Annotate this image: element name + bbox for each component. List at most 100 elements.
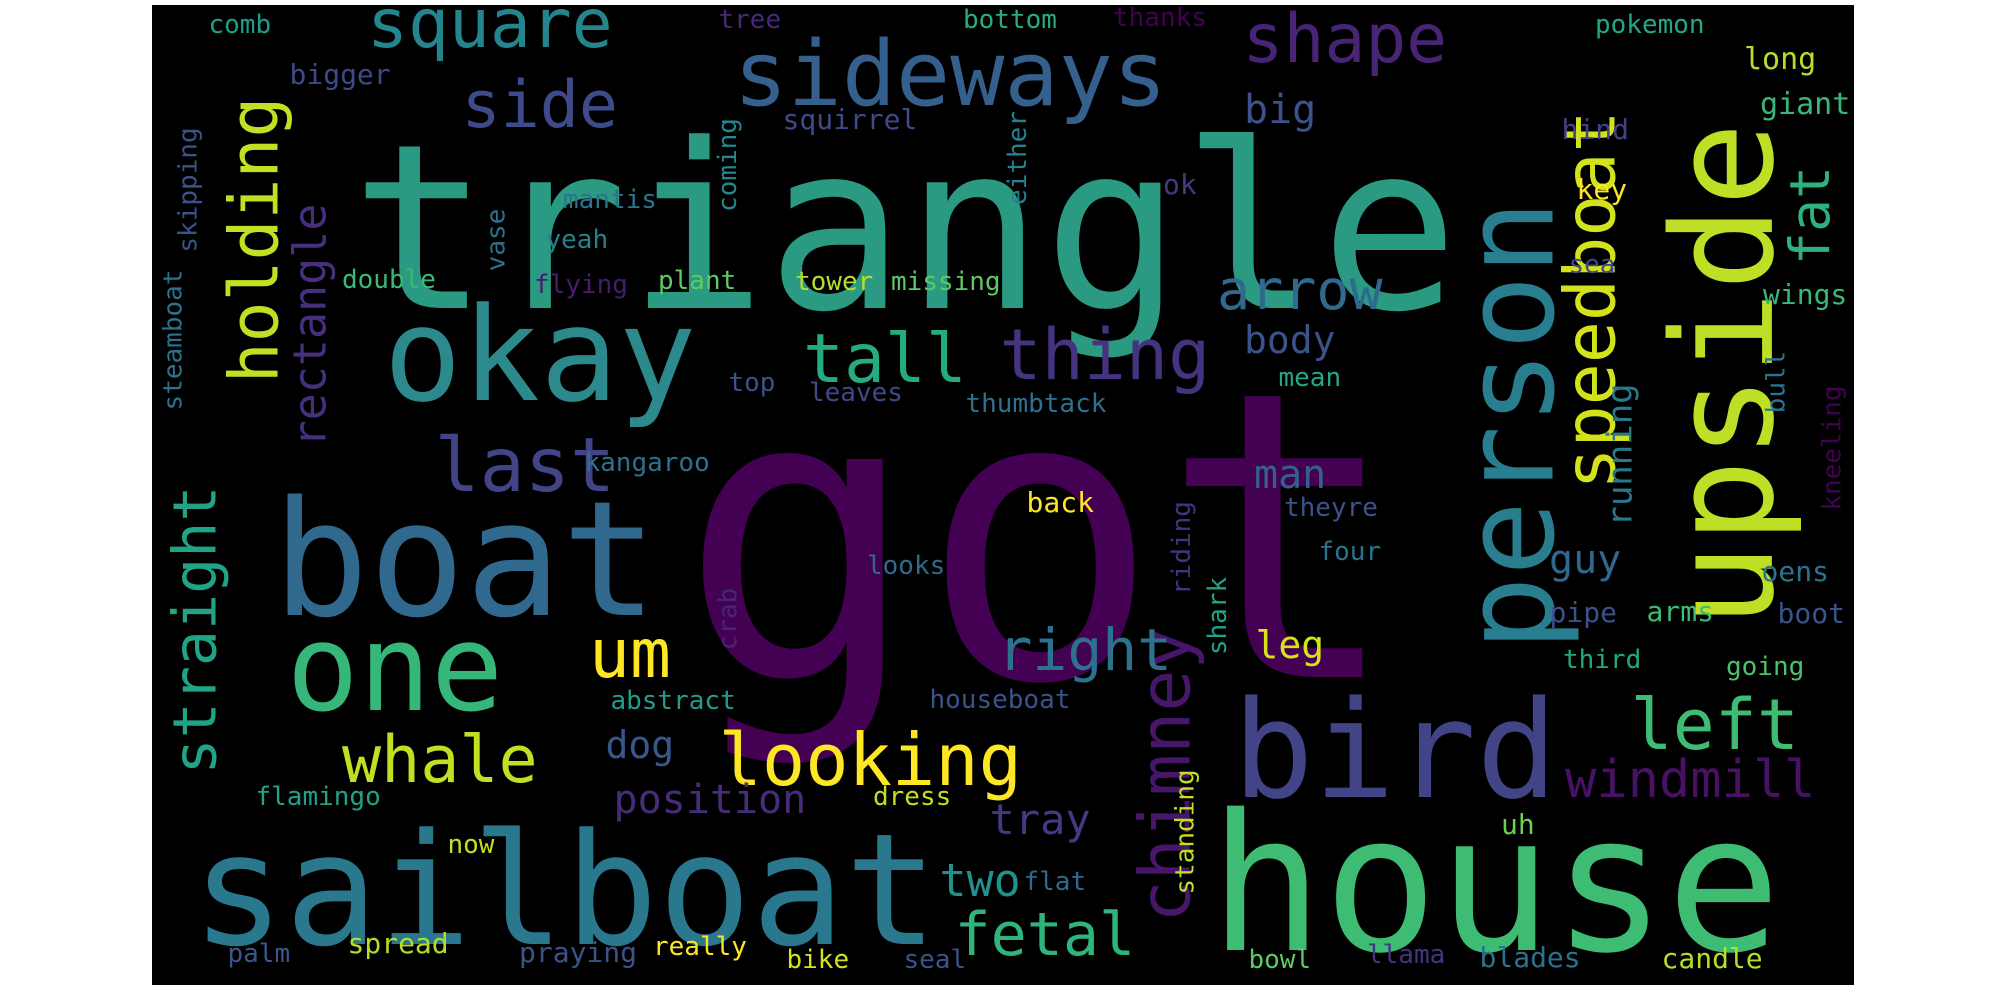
word-mantis: mantis bbox=[563, 185, 657, 215]
word-really: really bbox=[653, 932, 747, 962]
word-whale: whale bbox=[342, 722, 538, 798]
word-flat: flat bbox=[1023, 867, 1087, 897]
word-sailboat: sailboat bbox=[191, 799, 939, 981]
word-cloud: got triangle house boat sailboat okay person up… bbox=[152, 5, 1854, 985]
word-body: body bbox=[1244, 318, 1336, 362]
word-guy: guy bbox=[1549, 537, 1622, 583]
word-shape: shape bbox=[1242, 5, 1448, 79]
word-looks: looks bbox=[867, 551, 946, 581]
word-going: going bbox=[1726, 652, 1805, 682]
word-palm: palm bbox=[227, 939, 291, 969]
word-abstract: abstract bbox=[610, 686, 736, 716]
word-bull: bull bbox=[1760, 350, 1791, 414]
word-bowl: bowl bbox=[1248, 945, 1312, 975]
word-tray: tray bbox=[989, 795, 1091, 844]
word-hind: hind bbox=[1561, 113, 1629, 146]
word-straight: straight bbox=[159, 485, 230, 775]
word-plant: plant bbox=[658, 266, 737, 296]
word-tall: tall bbox=[803, 320, 967, 399]
word-standing: standing bbox=[1170, 769, 1201, 895]
word-flying: flying bbox=[534, 270, 628, 300]
word-bigger: bigger bbox=[289, 58, 391, 91]
word-kneeling: kneeling bbox=[1817, 385, 1848, 511]
word-top: top bbox=[728, 368, 776, 398]
word-kangaroo: kangaroo bbox=[584, 448, 710, 478]
word-dress: dress bbox=[873, 782, 952, 812]
word-boat: boat bbox=[272, 466, 658, 653]
word-praying: praying bbox=[519, 936, 638, 969]
word-bird: bird bbox=[1232, 671, 1558, 829]
word-ok: ok bbox=[1163, 168, 1197, 201]
word-now: now bbox=[447, 830, 495, 860]
word-coming: coming bbox=[712, 118, 743, 212]
word-seal: seal bbox=[903, 945, 967, 975]
word-oens: oens bbox=[1761, 555, 1829, 588]
word-um: um bbox=[589, 615, 671, 694]
word-sea: sea bbox=[1568, 250, 1616, 280]
word-side: side bbox=[461, 67, 619, 143]
word-bike: bike bbox=[786, 945, 850, 975]
word-uh: uh bbox=[1501, 808, 1535, 841]
word-tower: tower bbox=[795, 267, 874, 297]
word-bottom: bottom bbox=[963, 5, 1057, 35]
word-okay: okay bbox=[383, 279, 697, 431]
word-windmill: windmill bbox=[1565, 750, 1816, 810]
word-long: long bbox=[1744, 42, 1817, 77]
word-riding: riding bbox=[1166, 501, 1197, 595]
word-pipe: pipe bbox=[1549, 596, 1617, 629]
word-crab: crab bbox=[712, 587, 743, 651]
word-candle: candle bbox=[1661, 942, 1763, 975]
word-triangle: triangle bbox=[351, 96, 1459, 363]
word-squirrel: squirrel bbox=[782, 103, 918, 136]
word-back: back bbox=[1026, 486, 1094, 519]
word-looking: looking bbox=[718, 718, 1022, 802]
word-houseboat: houseboat bbox=[929, 685, 1071, 715]
word-fetal: fetal bbox=[954, 900, 1136, 970]
word-holding: holding bbox=[214, 96, 294, 384]
word-running: running bbox=[1600, 383, 1641, 527]
word-two: two bbox=[939, 853, 1021, 907]
word-thanks: thanks bbox=[1113, 5, 1207, 33]
word-last: last bbox=[434, 420, 616, 509]
word-fat: fat bbox=[1777, 165, 1842, 265]
word-pokemon: pokemon bbox=[1595, 10, 1705, 40]
word-vase: vase bbox=[480, 208, 511, 272]
word-comb: comb bbox=[208, 10, 272, 40]
word-left: left bbox=[1630, 684, 1800, 766]
word-four: four bbox=[1318, 537, 1382, 567]
word-thing: thing bbox=[999, 314, 1211, 396]
word-blades: blades bbox=[1479, 941, 1581, 974]
word-thumbtack: thumbtack bbox=[965, 389, 1107, 419]
word-skipping: skipping bbox=[173, 127, 204, 253]
word-key: key bbox=[1576, 173, 1628, 206]
word-boot: boot bbox=[1777, 597, 1845, 630]
word-either: either bbox=[1002, 111, 1033, 205]
word-mean: mean bbox=[1278, 363, 1342, 393]
word-one: one bbox=[286, 600, 504, 739]
word-third: third bbox=[1563, 645, 1642, 675]
word-theyre: theyre bbox=[1284, 493, 1378, 523]
word-got: got bbox=[679, 307, 1402, 772]
word-right: right bbox=[997, 616, 1173, 684]
word-leg: leg bbox=[1255, 623, 1325, 667]
word-steamboat: steamboat bbox=[157, 269, 188, 411]
word-rectangle: rectangle bbox=[283, 203, 337, 447]
word-arms: arms bbox=[1646, 595, 1714, 628]
word-flamingo: flamingo bbox=[255, 782, 381, 812]
word-sideways: sideways bbox=[733, 22, 1167, 127]
word-wings: wings bbox=[1763, 278, 1848, 311]
word-shark: shark bbox=[1203, 576, 1234, 656]
word-spread: spread bbox=[347, 927, 449, 960]
word-arrow: arrow bbox=[1217, 257, 1383, 322]
word-house: house bbox=[1209, 774, 1781, 985]
word-dog: dog bbox=[605, 723, 675, 767]
word-position: position bbox=[613, 777, 807, 823]
word-double: double bbox=[342, 265, 436, 295]
word-tree: tree bbox=[718, 5, 782, 35]
word-missing: missing bbox=[891, 267, 1001, 297]
word-yeah: yeah bbox=[545, 225, 609, 255]
word-leaves: leaves bbox=[809, 378, 903, 408]
word-man: man bbox=[1254, 452, 1327, 498]
word-llama: llama bbox=[1367, 940, 1446, 970]
word-giant: giant bbox=[1760, 87, 1851, 122]
